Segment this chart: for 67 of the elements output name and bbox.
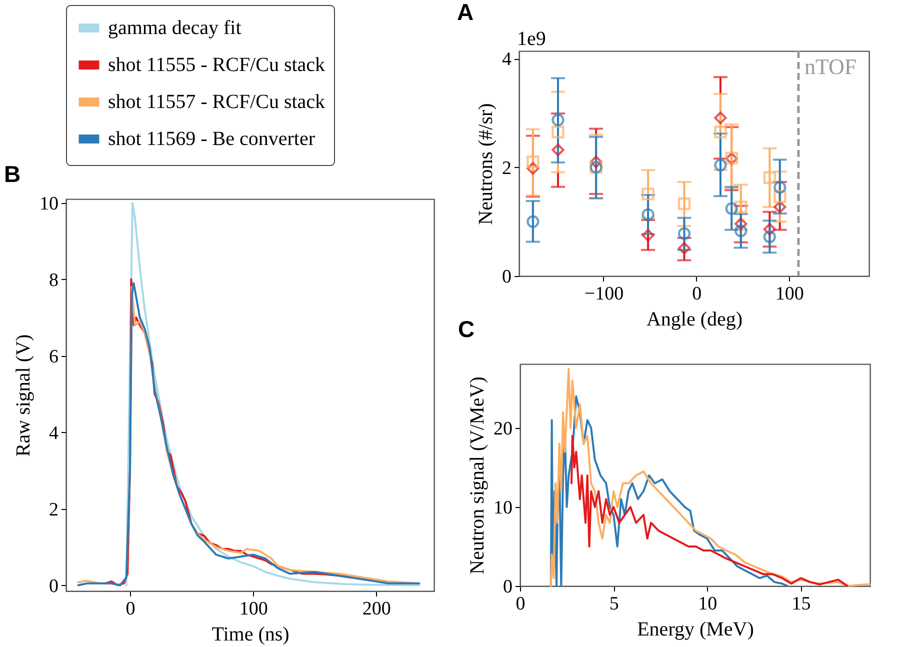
y-tick-label: 6 bbox=[49, 346, 58, 368]
line-series bbox=[570, 434, 849, 587]
y-tick-label: 0 bbox=[502, 266, 512, 288]
chart-title: B bbox=[4, 161, 21, 187]
point bbox=[642, 228, 654, 242]
x-tick-label: 100 bbox=[775, 284, 804, 304]
point bbox=[590, 156, 602, 168]
y-tick-label: 4 bbox=[49, 422, 59, 444]
y-tick-label: 2 bbox=[49, 499, 58, 520]
point bbox=[526, 162, 540, 175]
point bbox=[763, 171, 776, 184]
point bbox=[642, 208, 654, 221]
x-tick-label: 0 bbox=[126, 598, 136, 620]
x-tick-label: 15 bbox=[792, 594, 811, 614]
x-tick-label: 100 bbox=[239, 598, 268, 620]
y-tick-label: 4 bbox=[502, 49, 512, 70]
x-axis-title: Energy (MeV) bbox=[637, 618, 754, 640]
point bbox=[763, 230, 776, 244]
x-tick-label: 10 bbox=[698, 594, 718, 614]
chart-title: A bbox=[457, 0, 474, 25]
point bbox=[714, 112, 727, 124]
legend-label: shot 11557 - RCF/Cu stack bbox=[108, 91, 326, 113]
x-tick-label: 0 bbox=[516, 594, 526, 614]
x-axis-title: Angle (deg) bbox=[646, 308, 743, 330]
legend-label: shot 11569 - Be converter bbox=[108, 128, 316, 150]
point bbox=[552, 144, 564, 156]
y-tick-label: 10 bbox=[494, 497, 512, 518]
legend-label: shot 11555 - RCF/Cu stack bbox=[108, 54, 326, 76]
point bbox=[774, 190, 786, 203]
point bbox=[774, 181, 786, 194]
x-axis-title: Time (ns) bbox=[212, 624, 290, 646]
y-tick-label: 0 bbox=[49, 576, 58, 597]
y-tick-label: 20 bbox=[494, 418, 512, 440]
y-axis-title: Raw signal (V) bbox=[12, 334, 34, 457]
y-tick-label: 0 bbox=[503, 576, 512, 598]
y-axis-title: Neutrons (#/sr) bbox=[475, 103, 497, 225]
point bbox=[526, 215, 540, 228]
point bbox=[725, 202, 738, 215]
point bbox=[734, 217, 748, 230]
point bbox=[714, 126, 727, 138]
y-tick-label: 10 bbox=[40, 193, 58, 214]
point bbox=[678, 227, 691, 240]
x-tick-label: 0 bbox=[692, 284, 702, 304]
legend-label: gamma decay fit bbox=[108, 17, 242, 39]
point bbox=[678, 242, 691, 255]
ref-line-label: nTOF bbox=[804, 54, 857, 79]
point bbox=[763, 222, 776, 236]
chart-title: C bbox=[458, 316, 475, 342]
point bbox=[552, 114, 564, 126]
point bbox=[552, 126, 564, 138]
y-axis-title: Neutron signal (V/MeV) bbox=[466, 376, 488, 574]
x-tick-label: 5 bbox=[609, 594, 619, 614]
point bbox=[734, 224, 748, 238]
text: 1e9 bbox=[517, 28, 546, 50]
y-tick-label: 8 bbox=[49, 270, 58, 291]
line-series bbox=[550, 395, 789, 587]
point bbox=[642, 188, 654, 200]
point bbox=[714, 158, 727, 172]
x-tick-label: 200 bbox=[362, 598, 391, 620]
line-series bbox=[125, 202, 420, 586]
point bbox=[526, 156, 540, 168]
point bbox=[774, 200, 786, 214]
line-series bbox=[550, 368, 871, 587]
y-tick-label: 2 bbox=[502, 158, 512, 179]
point bbox=[678, 197, 691, 210]
point bbox=[734, 200, 748, 214]
x-tick-label: −100 bbox=[584, 284, 624, 304]
